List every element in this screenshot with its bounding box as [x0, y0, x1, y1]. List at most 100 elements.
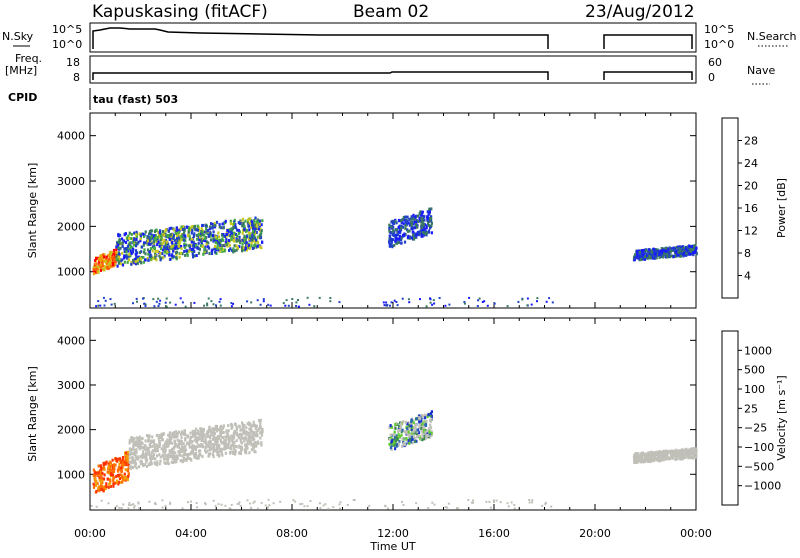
scatter-cell	[150, 241, 153, 245]
scatter-cell	[666, 252, 669, 256]
scatter-cell	[257, 227, 260, 231]
scatter-cell	[422, 430, 425, 434]
scatter-cell	[239, 505, 242, 507]
scatter-cell	[398, 234, 402, 238]
scatter-cell	[224, 504, 227, 507]
scatter-cell	[219, 433, 222, 437]
scatter-cell	[219, 241, 222, 245]
scatter-cell	[218, 235, 221, 239]
scatter-cell	[155, 240, 158, 243]
scatter-cell	[216, 244, 219, 248]
scatter-cell	[255, 222, 258, 226]
scatter-cell	[420, 226, 423, 230]
scatter-cell	[196, 506, 198, 509]
scatter-cell	[171, 433, 175, 437]
scatter-cell	[426, 221, 430, 225]
scatter-cell	[100, 257, 103, 261]
scatter-cell	[143, 302, 146, 305]
scatter-cell	[669, 249, 672, 253]
scatter-cell	[163, 254, 166, 258]
scatter-cell	[201, 233, 204, 236]
scatter-cell	[666, 451, 669, 454]
scatter-cell	[103, 467, 106, 471]
nave-label: Nave	[747, 64, 775, 77]
scatter-cell	[644, 248, 647, 252]
scatter-cell	[135, 230, 138, 234]
scatter-cell	[235, 425, 238, 429]
scatter-cell	[406, 433, 409, 437]
scatter-cell	[393, 430, 396, 434]
scatter-cell	[214, 241, 217, 245]
scatter-cell	[236, 234, 239, 238]
scatter-cell	[139, 237, 142, 241]
scatter-cell	[102, 296, 105, 299]
scatter-cell	[244, 246, 247, 250]
scatter-cell	[211, 446, 214, 450]
scatter-cell	[164, 229, 167, 233]
scatter-cell	[219, 243, 222, 247]
scatter-cell	[636, 458, 639, 461]
scatter-cell	[215, 436, 218, 440]
scatter-cell	[291, 298, 294, 300]
scatter-cell	[423, 218, 426, 222]
scatter-cell	[513, 507, 516, 510]
scatter-cell	[470, 501, 473, 504]
scatter-cell	[109, 251, 112, 255]
freq-top-tick: 18	[66, 56, 80, 69]
scatter-cell	[137, 455, 140, 459]
scatter-cell	[92, 272, 96, 276]
scatter-cell	[418, 434, 421, 438]
scatter-cell	[214, 440, 218, 444]
scatter-cell	[239, 428, 242, 432]
scatter-cell	[176, 445, 179, 449]
scatter-cell	[154, 238, 158, 242]
scatter-cell	[250, 301, 253, 304]
scatter-cell	[685, 252, 688, 256]
scatter-cell	[638, 255, 641, 259]
scatter-cell	[456, 507, 459, 509]
scatter-cell	[251, 231, 254, 235]
scatter-cell	[649, 451, 652, 455]
scatter-cell	[664, 452, 667, 456]
scatter-cell	[119, 259, 122, 263]
scatter-cell	[127, 452, 130, 456]
scatter-cell	[116, 241, 119, 245]
scatter-cell	[660, 458, 663, 462]
scatter-cell	[161, 506, 164, 509]
scatter-cell	[151, 456, 154, 460]
colorbar-tick-label: −100	[744, 441, 774, 454]
scatter-cell	[155, 433, 158, 437]
scatter-cell	[201, 224, 204, 228]
scatter-cell	[253, 244, 256, 248]
scatter-cell	[157, 297, 160, 300]
scatter-cell	[169, 257, 172, 261]
scatter-cell	[204, 250, 207, 254]
scatter-cell	[677, 449, 680, 453]
scatter-cell	[226, 229, 229, 232]
scatter-cell	[231, 424, 234, 428]
scatter-cell	[388, 226, 391, 230]
scatter-cell	[104, 260, 107, 264]
scatter-cell	[161, 499, 164, 502]
scatter-cell	[244, 238, 247, 242]
scatter-cell	[688, 244, 691, 248]
scatter-cell	[141, 453, 144, 457]
scatter-cell	[672, 246, 675, 250]
scatter-cell	[212, 239, 215, 243]
scatter-cell	[239, 452, 242, 456]
scatter-cell	[135, 457, 138, 460]
scatter-cell	[169, 441, 172, 445]
scatter-cell	[207, 440, 210, 444]
scatter-cell	[338, 301, 341, 304]
scatter-cell	[253, 219, 256, 222]
scatter-cell	[430, 215, 433, 219]
scatter-cell	[208, 448, 211, 452]
scatter-cell	[446, 506, 449, 509]
scatter-cell	[218, 223, 221, 227]
scatter-cell	[158, 302, 161, 305]
scatter-cell	[154, 250, 157, 253]
scatter-cell	[241, 217, 244, 221]
scatter-cell	[392, 228, 395, 232]
scatter-cell	[633, 453, 636, 457]
scatter-cell	[192, 247, 195, 251]
